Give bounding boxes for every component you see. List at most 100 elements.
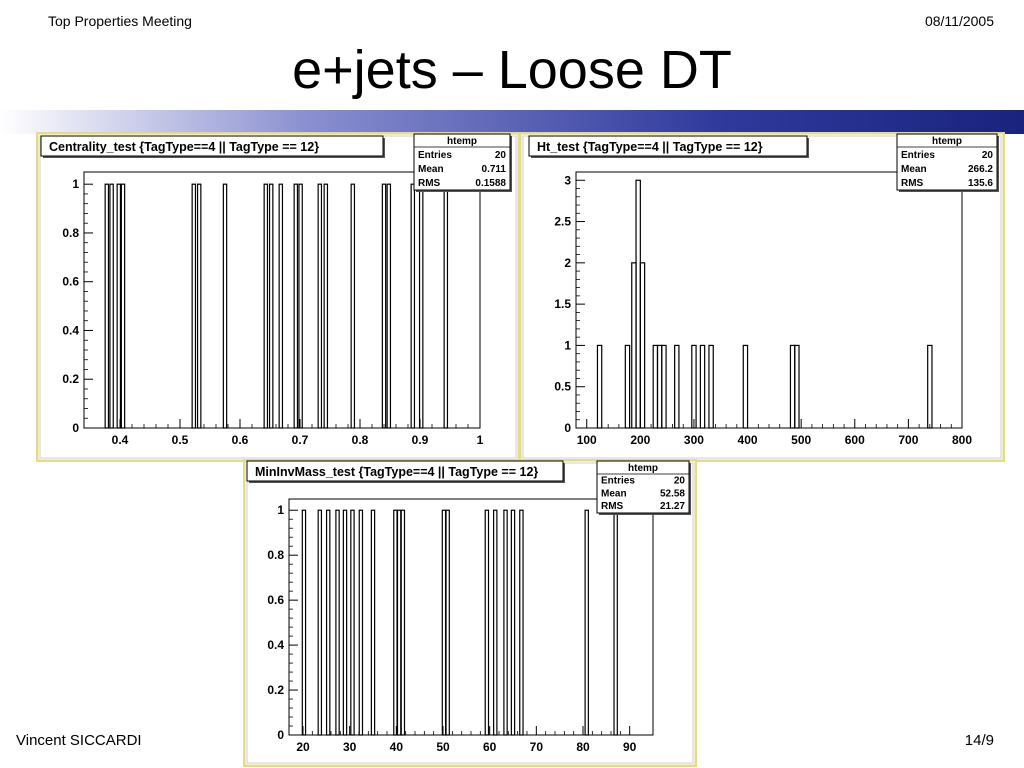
title-box: [246, 460, 564, 482]
histogram-bin-7: [370, 509, 376, 736]
stats-value-mean: 52.58: [660, 488, 685, 499]
y-tick-label-1: 0.2: [267, 683, 284, 697]
stats-value-rms: 0.1588: [475, 178, 506, 189]
histogram-bin-13: [323, 183, 329, 429]
histogram-bin-10: [400, 509, 406, 736]
histogram-bin-8: [674, 344, 680, 429]
stats-label-mean: Mean: [601, 488, 627, 499]
y-tick-label-3: 0.6: [62, 275, 79, 289]
centrality-histogram: 0.4 0.5 0.6 0.7 0.8 0.9 1 0 0.2 0.4 0.6 0.8 1 Central…: [36, 132, 520, 462]
stats-label-rms: RMS: [418, 178, 441, 189]
x-tick-label-1: 30: [343, 740, 357, 754]
x-tick-label-1: 0.5: [172, 433, 189, 447]
x-tick-label-0: 20: [296, 740, 310, 754]
histogram-bin-12: [317, 183, 323, 429]
centrality-histogram-panel: 0.4 0.5 0.6 0.7 0.8 0.9 1 0 0.2 0.4 0.6 0.8 1 Central…: [36, 132, 520, 462]
histogram-bin-13: [484, 509, 490, 736]
histogram-bin-10: [293, 183, 299, 429]
histogram-bin-18: [584, 509, 589, 736]
stats-box: [413, 133, 511, 191]
x-tick-label-3: 50: [436, 740, 450, 754]
histogram-bin-4: [342, 509, 348, 736]
ht-histogram-panel: 100 200 300 400 500 600 700 800 0 0.5 1 1.5 2 2.5 3 Ht_…: [519, 132, 1005, 462]
y-tick-label-2: 0.4: [267, 638, 284, 652]
histogram-bin-4: [639, 262, 646, 429]
y-tick-label-2: 0.4: [62, 323, 79, 337]
footer-author: Vincent SICCARDI: [16, 732, 142, 749]
x-tick-label-5: 0.9: [412, 433, 429, 447]
mininvmass-histogram-panel: 20 30 40 50 60 70 80 90 0 0.2 0.4 0.6 0.8 1 MinInvMass…: [243, 459, 697, 767]
histogram-bin-11: [298, 183, 303, 429]
stats-value-entries: 20: [982, 150, 994, 161]
histogram-bins: [596, 179, 933, 429]
histogram-bin-14: [493, 509, 498, 736]
histogram-bin-0: [596, 344, 603, 429]
x-tick-label-7: 800: [952, 433, 972, 447]
stats-value-rms: 135.6: [968, 178, 993, 189]
histogram-bin-14: [794, 344, 800, 429]
title-band: [0, 110, 1024, 134]
histogram-bin-10: [699, 344, 706, 429]
x-tick-label-6: 80: [576, 740, 590, 754]
histogram-bin-4: [191, 183, 197, 429]
y-tick-label-4: 0.8: [62, 226, 79, 240]
x-tick-label-1: 200: [630, 433, 650, 447]
x-tick-label-5: 70: [530, 740, 544, 754]
y-tick-label-0: 0: [72, 421, 79, 435]
y-tick-label-3: 1.5: [554, 297, 571, 311]
histogram-bin-8: [268, 183, 274, 429]
histogram-bin-17: [410, 183, 416, 429]
x-tick-label-0: 0.4: [112, 433, 129, 447]
y-tick-label-1: 0.5: [554, 380, 571, 394]
x-tick-label-6: 700: [898, 433, 918, 447]
stats-label-rms: RMS: [601, 501, 624, 512]
histogram-bin-6: [222, 183, 228, 429]
x-tick-label-5: 600: [845, 433, 865, 447]
histogram-bin-0: [104, 183, 110, 429]
histogram-bin-15: [503, 509, 508, 736]
stats-box: [596, 460, 690, 514]
y-tick-label-1: 0.2: [62, 372, 79, 386]
histogram-bin-11: [708, 344, 714, 429]
x-tick-label-3: 400: [738, 433, 758, 447]
y-tick-label-5: 1: [277, 503, 284, 517]
stats-value-rms: 21.27: [660, 501, 685, 512]
histogram-bin-16: [510, 509, 516, 736]
y-tick-label-5: 1: [72, 177, 79, 191]
stats-value-mean: 266.2: [968, 164, 993, 175]
histogram-bin-7: [661, 344, 667, 429]
mininvmass-histogram: 20 30 40 50 60 70 80 90 0 0.2 0.4 0.6 0.8 1 MinInvMass…: [243, 459, 697, 767]
histogram-bin-0: [301, 509, 307, 736]
histogram-bin-5: [196, 183, 202, 429]
chart-title: Centrality_test {TagType==4 || TagType =…: [49, 140, 319, 154]
histogram-bin-5: [350, 509, 355, 736]
histogram-bin-17: [519, 509, 524, 736]
x-tick-label-4: 60: [483, 740, 497, 754]
stats-value-mean: 0.711: [482, 164, 507, 175]
slide-title: e+jets – Loose DT: [292, 40, 732, 100]
y-tick-label-0: 0: [564, 421, 571, 435]
histogram-bin-1: [624, 344, 631, 429]
x-tick-label-7: 90: [623, 740, 637, 754]
stats-label-entries: Entries: [418, 150, 452, 161]
histogram-bin-1: [317, 509, 323, 736]
histogram-bin-1: [109, 183, 114, 429]
x-tick-label-2: 40: [390, 740, 404, 754]
histogram-bin-3: [335, 509, 340, 736]
stats-label-mean: Mean: [901, 164, 927, 175]
x-tick-label-2: 300: [684, 433, 704, 447]
histogram-bin-6: [358, 509, 364, 736]
stats-box: [896, 133, 998, 191]
y-tick-label-4: 2: [564, 256, 571, 270]
stats-name: htemp: [447, 136, 477, 147]
chart-title: Ht_test {TagType==4 || TagType == 12}: [537, 140, 763, 154]
y-tick-label-6: 3: [564, 173, 571, 187]
x-tick-label-3: 0.7: [292, 433, 309, 447]
histogram-bin-2: [325, 509, 331, 736]
histogram-bin-2: [116, 183, 122, 429]
y-tick-label-4: 0.8: [267, 548, 284, 562]
stats-value-entries: 20: [495, 150, 507, 161]
y-tick-label-5: 2.5: [554, 215, 571, 229]
histogram-bin-9: [278, 183, 284, 429]
y-tick-label-3: 0.6: [267, 593, 284, 607]
